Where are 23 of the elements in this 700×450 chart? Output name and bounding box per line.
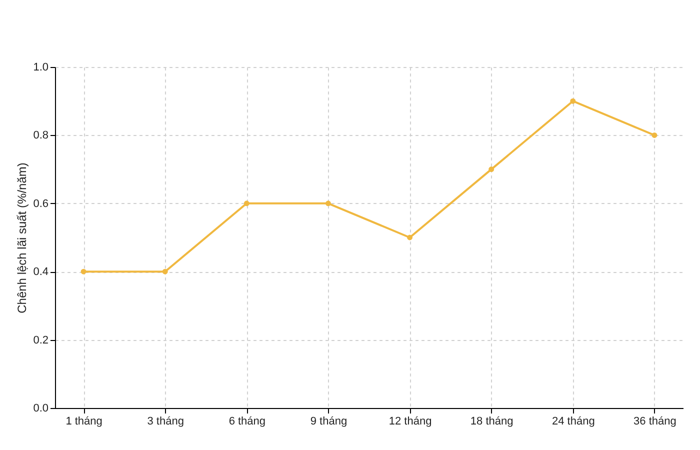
point xyxy=(80,268,86,274)
y-tick-label: 0.2 xyxy=(33,334,48,346)
x-tick-label: 18 tháng xyxy=(470,416,514,428)
y-tick-label: 0.0 xyxy=(33,402,48,414)
y-tick-label: 0.6 xyxy=(33,198,48,210)
point xyxy=(162,268,168,274)
point xyxy=(244,200,250,206)
x-tick-label: 6 tháng xyxy=(228,416,266,428)
point xyxy=(570,98,576,104)
point xyxy=(652,132,658,138)
y-tick-label: 1.0 xyxy=(33,62,48,74)
x-tick-label: 36 tháng xyxy=(634,416,676,428)
x-tick-label: 12 tháng xyxy=(388,416,432,428)
x-tick-label: 9 tháng xyxy=(310,416,348,428)
y-tick-label: 0.8 xyxy=(33,130,48,142)
point xyxy=(407,234,413,240)
x-tick-label: 24 tháng xyxy=(552,416,595,428)
point xyxy=(488,166,494,172)
point xyxy=(325,200,331,206)
x-tick-label: 3 tháng xyxy=(147,416,184,428)
y-axis-title: Chênh lệch lãi suất (%/năm) xyxy=(15,162,30,314)
y-tick-label: 0.4 xyxy=(33,266,48,278)
x-tick-label: 1 tháng xyxy=(66,416,102,428)
